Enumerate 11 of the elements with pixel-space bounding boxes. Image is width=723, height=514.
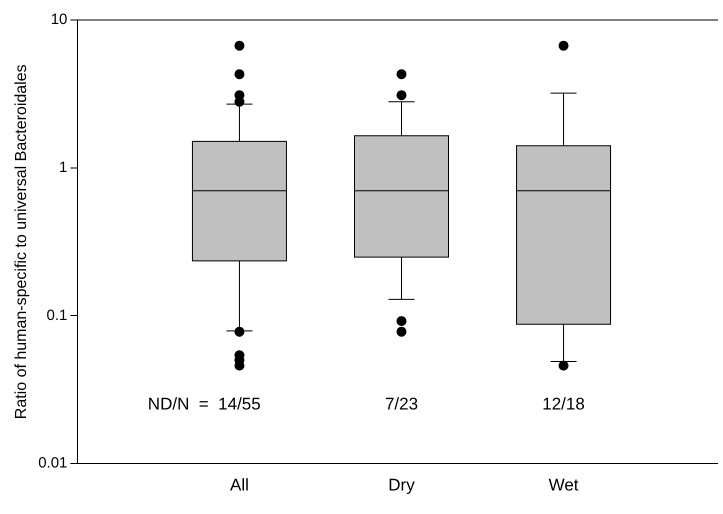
annotation: ND/N = 14/55	[148, 394, 261, 414]
y-tick-label: 0.1	[46, 306, 68, 324]
y-tick-label: 10	[50, 11, 68, 28]
x-tick-label: All	[230, 475, 249, 494]
annotation: 12/18	[542, 394, 585, 414]
y-tick-label: 0.01	[38, 454, 68, 472]
annotation: 7/23	[384, 394, 418, 414]
y-tick-label: 1	[59, 159, 68, 176]
x-tick-label: Wet	[548, 475, 579, 494]
x-tick-label: Dry	[388, 475, 416, 494]
y-axis-title: Ratio of human-specific to universal Bacteroidales	[13, 64, 30, 420]
